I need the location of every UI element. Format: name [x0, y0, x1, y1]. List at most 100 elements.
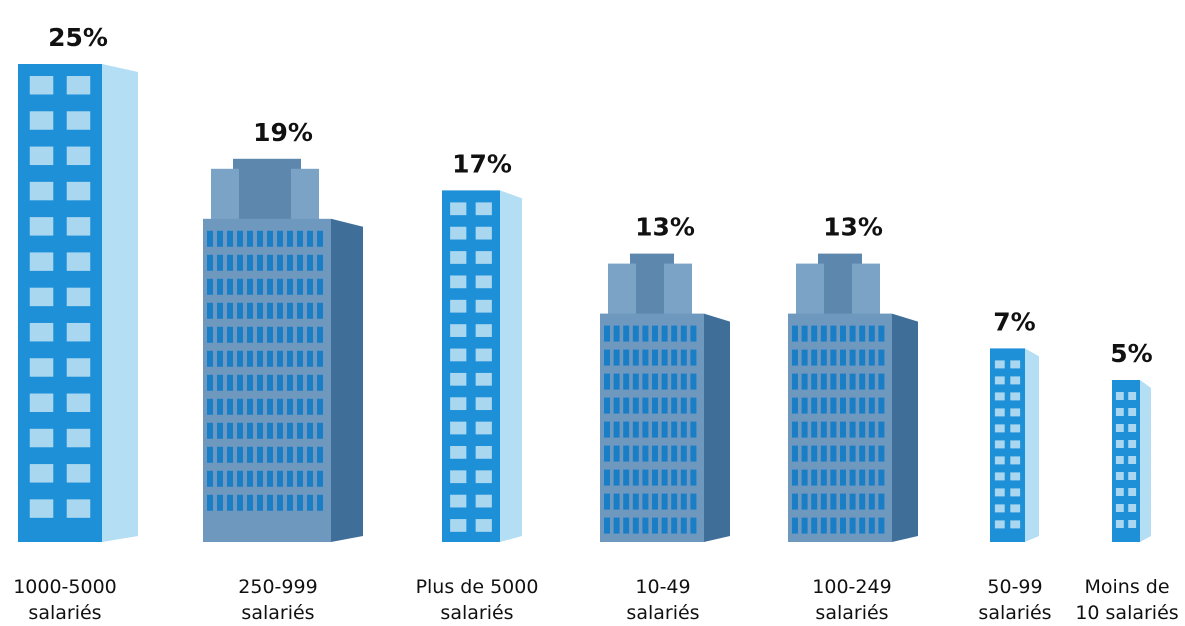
window: [297, 278, 303, 295]
window: [317, 302, 323, 319]
window: [868, 421, 875, 438]
window: [792, 421, 798, 438]
window: [652, 349, 658, 366]
window: [217, 422, 223, 439]
window: [652, 325, 658, 342]
window: [994, 360, 1005, 369]
window: [450, 397, 467, 411]
window: [237, 254, 243, 271]
window: [227, 446, 233, 463]
window: [613, 445, 620, 462]
window: [287, 302, 293, 319]
window: [652, 517, 658, 534]
window: [66, 393, 91, 412]
window: [307, 254, 313, 271]
window: [623, 373, 630, 390]
window: [217, 470, 223, 487]
window: [207, 422, 213, 439]
window: [287, 254, 293, 271]
window: [29, 217, 54, 236]
window: [277, 470, 283, 487]
window: [868, 397, 875, 414]
window: [604, 493, 610, 510]
window: [227, 326, 233, 343]
window: [859, 325, 866, 342]
window: [66, 181, 91, 201]
window: [632, 421, 639, 438]
window: [277, 422, 283, 439]
window: [642, 445, 649, 462]
window: [1010, 424, 1021, 433]
window: [632, 397, 639, 414]
window: [277, 398, 283, 415]
window: [475, 470, 492, 484]
window: [868, 445, 875, 462]
window: [994, 504, 1005, 513]
window: [623, 517, 630, 534]
window: [307, 374, 313, 391]
window: [820, 397, 827, 414]
window: [868, 325, 875, 342]
window: [450, 324, 467, 337]
window: [1010, 488, 1021, 497]
window: [29, 322, 54, 342]
window: [227, 230, 233, 247]
window: [661, 397, 668, 414]
window: [267, 470, 273, 487]
window: [66, 111, 91, 130]
window: [830, 397, 837, 414]
window: [1115, 472, 1124, 480]
window: [1010, 504, 1021, 513]
window: [994, 520, 1005, 529]
window: [859, 445, 866, 462]
window: [297, 374, 303, 391]
window: [297, 494, 303, 511]
window: [475, 324, 492, 337]
window: [792, 493, 798, 510]
window: [29, 393, 54, 412]
window: [1010, 376, 1021, 385]
window: [878, 373, 885, 390]
window: [840, 397, 846, 414]
window: [237, 350, 243, 367]
window: [297, 446, 303, 463]
window: [994, 424, 1005, 433]
window: [671, 373, 678, 390]
window: [792, 517, 798, 534]
window: [613, 325, 620, 342]
window: [994, 440, 1005, 449]
window: [830, 421, 837, 438]
window: [207, 374, 213, 391]
window: [642, 469, 649, 486]
window: [1128, 440, 1137, 448]
window: [217, 230, 223, 247]
window: [1115, 392, 1124, 400]
window: [475, 397, 492, 411]
window: [247, 350, 253, 367]
value-label: 5%: [1110, 339, 1152, 368]
window: [811, 397, 818, 414]
window: [267, 398, 273, 415]
window: [217, 374, 223, 391]
window: [247, 422, 253, 439]
window: [217, 446, 223, 463]
window: [307, 422, 313, 439]
window: [475, 348, 492, 362]
window: [680, 493, 687, 510]
window: [29, 146, 54, 166]
window: [642, 349, 649, 366]
window: [792, 325, 798, 342]
window: [237, 302, 243, 319]
window: [475, 421, 492, 435]
window: [247, 326, 253, 343]
x-tick-label: 1000-5000 salariés: [13, 576, 117, 624]
window: [247, 494, 253, 511]
window: [287, 374, 293, 391]
window: [247, 254, 253, 271]
window: [632, 469, 639, 486]
window: [277, 230, 283, 247]
window: [994, 376, 1005, 385]
window: [257, 278, 263, 295]
window: [29, 287, 54, 307]
